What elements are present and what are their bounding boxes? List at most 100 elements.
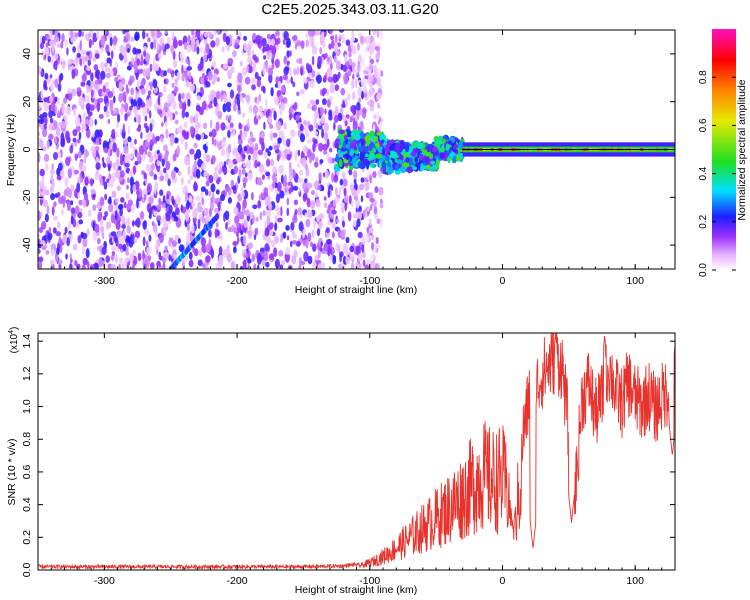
heatmap-cell (411, 141, 418, 149)
heatmap-cell (354, 68, 358, 76)
heatmap-cell (300, 67, 303, 76)
heatmap-cell (343, 76, 349, 85)
heatmap-cell (366, 101, 372, 106)
heatmap-cell (298, 57, 303, 65)
heatmap-cell (368, 45, 375, 55)
heatmap-cell (68, 233, 72, 239)
heatmap-cell (286, 153, 292, 161)
heatmap-cell (264, 200, 268, 206)
heatmap-cell (285, 225, 290, 231)
heatmap-cell (53, 35, 60, 43)
heatmap-cell (353, 195, 358, 201)
heatmap-cell (278, 95, 284, 100)
heatmap-cell (348, 52, 352, 58)
heatmap-cell (332, 73, 338, 84)
heatmap-cell (131, 98, 134, 108)
heatmap-cell (350, 262, 355, 269)
heatmap-cell (132, 184, 137, 192)
heatmap-cell (187, 179, 191, 185)
heatmap-cell (247, 55, 252, 64)
heatmap-cell (39, 139, 44, 149)
heatmap-cell (384, 144, 391, 153)
heatmap-cell (184, 121, 188, 128)
heatmap-cell (72, 59, 76, 65)
heatmap-cell (376, 42, 382, 47)
heatmap-cell (354, 155, 358, 160)
heatmap-cell (211, 128, 217, 138)
heatmap-cell (335, 242, 339, 252)
heatmap-cell (173, 216, 179, 222)
heatmap-cell (115, 158, 120, 167)
heatmap-cell (128, 80, 133, 86)
snr-y-axis: 0.0 0.2 0.4 0.6 0.8 1.0 1.2 1.4 (21, 334, 675, 577)
heatmap-cell (297, 177, 303, 184)
heatmap-cell (287, 266, 292, 269)
heatmap-cell (359, 87, 362, 97)
heatmap-cell (358, 97, 361, 103)
heatmap-cell (255, 217, 259, 222)
heatmap-cell (340, 206, 345, 214)
heatmap-cell (263, 151, 268, 159)
heatmap-cell (158, 53, 163, 60)
heatmap-cell (368, 192, 374, 199)
heatmap-cell (332, 110, 336, 116)
heatmap-cell (85, 66, 91, 72)
heatmap-cell (157, 108, 162, 115)
heatmap-cell (341, 33, 346, 44)
heatmap-cell (162, 252, 169, 259)
heatmap-cell (372, 171, 377, 179)
heatmap-cell (262, 210, 266, 217)
heatmap-cell (162, 222, 168, 228)
colorbar: 0.0 0.2 0.4 0.6 0.8 Normalized spectral ampl… (698, 29, 748, 277)
heatmap-cell (331, 221, 337, 229)
heatmap-cell (332, 199, 337, 207)
heatmap-cell (198, 248, 203, 257)
heatmap-cell (244, 208, 251, 217)
heatmap-cell (200, 189, 204, 201)
heatmap-cell (127, 136, 132, 143)
heatmap-cell (111, 251, 116, 256)
heatmap-cell (45, 42, 48, 48)
heatmap-cell (66, 47, 69, 56)
heatmap-cell (162, 195, 166, 204)
heatmap-cell (220, 148, 226, 156)
heatmap-cell (153, 210, 157, 217)
heatmap-cell (142, 106, 148, 117)
heatmap-cell (175, 207, 180, 216)
heatmap-cell (82, 198, 87, 208)
heatmap-cell (105, 72, 111, 79)
heatmap-cell (224, 210, 230, 221)
heatmap-cell (234, 42, 238, 48)
heatmap-cell (50, 102, 56, 110)
heatmap-cell (111, 190, 117, 199)
heatmap-cell (186, 44, 192, 53)
heatmap-cell (350, 135, 355, 140)
heatmap-cell (101, 232, 105, 240)
heatmap-cell (243, 35, 248, 41)
heatmap-cell (118, 243, 123, 250)
heatmap-cell (368, 227, 374, 234)
heatmap-cell (306, 197, 311, 208)
heatmap-cell (242, 153, 246, 159)
heatmap-cell (90, 188, 96, 195)
heatmap-cell (101, 157, 105, 162)
heatmap-cell (74, 153, 78, 162)
heatmap-cell (234, 215, 240, 224)
heatmap-cell (79, 58, 83, 66)
heatmap-cell (134, 230, 141, 239)
heatmap-cell (67, 168, 73, 179)
heatmap-cell (419, 153, 424, 160)
heatmap-cell (264, 243, 270, 252)
heatmap-cell (339, 253, 342, 263)
heatmap-cell (135, 73, 139, 81)
heatmap-cell (237, 72, 243, 83)
heatmap-cell (197, 218, 201, 230)
heatmap-cell (102, 175, 106, 186)
heatmap-cell (171, 240, 177, 248)
heatmap-cell (82, 57, 86, 66)
heatmap-cell (364, 181, 370, 191)
colorbar-tick-label: 0.4 (698, 166, 709, 180)
heatmap-cell (333, 55, 337, 63)
heatmap-cell (350, 39, 354, 49)
heatmap-cell (116, 185, 121, 192)
